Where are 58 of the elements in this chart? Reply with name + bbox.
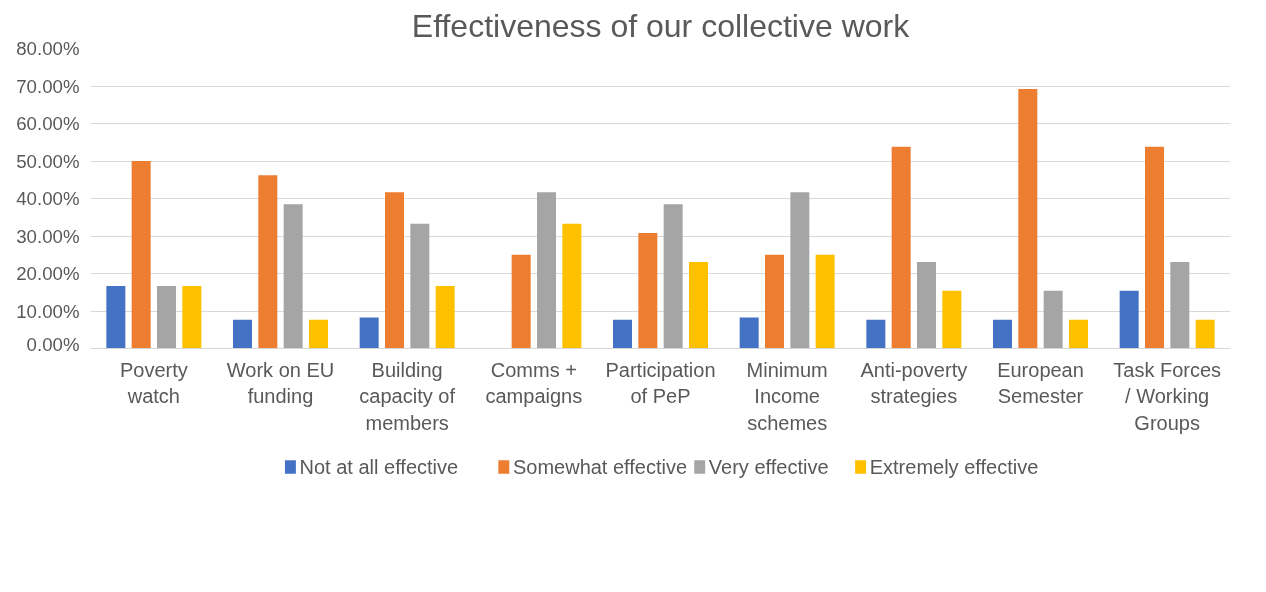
x-tick-label: Task Forces / Working Groups <box>1113 359 1222 434</box>
bar <box>283 204 303 349</box>
bar <box>917 261 936 349</box>
x-tick-label: Work on EU funding <box>226 359 335 408</box>
y-tick-label: 10.00% <box>16 300 80 322</box>
bar <box>765 254 784 349</box>
bar <box>866 319 886 349</box>
bar <box>1069 319 1088 349</box>
bar <box>891 146 911 349</box>
y-tick-label: 50.00% <box>16 150 80 172</box>
bar <box>233 319 252 349</box>
legend-label: Very effective <box>708 456 829 478</box>
bar <box>562 223 582 349</box>
x-tick-label: Poverty watch <box>119 359 188 408</box>
legend-label: Somewhat effective <box>512 456 688 478</box>
x-tick-label: European Semester <box>997 359 1084 408</box>
bar <box>385 192 404 349</box>
bar <box>1018 89 1038 349</box>
y-tick-label: 30.00% <box>16 225 80 247</box>
y-tick-label: 0.00% <box>26 333 80 355</box>
bar <box>258 175 278 349</box>
bar <box>511 254 531 349</box>
x-tick-label: Minimum Income schemes <box>746 359 828 434</box>
bar <box>739 317 759 349</box>
bar <box>182 285 202 349</box>
y-tick-label: 40.00% <box>16 188 80 209</box>
bar <box>359 317 379 349</box>
bar <box>537 192 556 349</box>
bar <box>410 223 430 349</box>
bar <box>689 261 708 349</box>
bar <box>790 192 810 349</box>
bar <box>435 285 455 349</box>
legend-label: Not at all effective <box>299 456 459 478</box>
bar <box>1043 290 1063 349</box>
x-tick-label: Comms + campaigns <box>485 359 583 408</box>
y-tick-label: 80.00% <box>16 38 80 59</box>
x-tick-label: Building capacity of members <box>359 359 456 434</box>
bar <box>638 233 658 349</box>
y-tick-label: 20.00% <box>16 263 80 284</box>
chart-title: Effectiveness of our collective work <box>411 7 911 44</box>
bar <box>1170 261 1190 349</box>
bar <box>993 319 1012 349</box>
y-tick-label: 60.00% <box>16 113 80 134</box>
bar <box>1119 290 1139 349</box>
bar <box>815 254 835 349</box>
bar <box>157 285 176 349</box>
bar <box>1145 146 1164 349</box>
bar <box>1195 319 1215 349</box>
bar <box>106 285 126 349</box>
x-tick-label: Participation of PeP <box>605 359 716 408</box>
legend-label: Extremely effective <box>869 456 1039 478</box>
y-tick-label: 70.00% <box>16 75 80 97</box>
bar <box>309 319 328 349</box>
x-tick-label: Anti-poverty strategies <box>860 359 968 408</box>
bar <box>663 204 683 349</box>
bar <box>131 161 151 349</box>
bar <box>942 290 962 349</box>
bar <box>613 319 632 349</box>
